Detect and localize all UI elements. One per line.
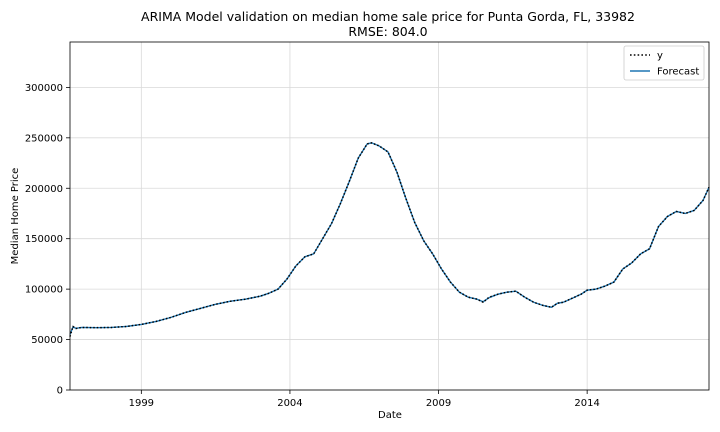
- y-tick-label: 300000: [25, 83, 63, 94]
- legend-label-y: y: [657, 51, 663, 62]
- chart-title: ARIMA Model validation on median home sa…: [141, 9, 635, 24]
- plot-area-frame: [69, 41, 710, 391]
- series-line-y: [69, 142, 710, 337]
- x-axis-ticks: 1999 2004 2009 2014: [129, 390, 600, 409]
- grid: [70, 42, 709, 391]
- x-tick-label: 1999: [129, 398, 154, 409]
- x-tick-label: 2014: [574, 398, 599, 409]
- y-tick-label: 250000: [25, 133, 63, 144]
- x-tick-label: 2004: [277, 398, 302, 409]
- legend-label-forecast: Forecast: [657, 67, 699, 78]
- y-axis-label: Median Home Price: [10, 168, 21, 265]
- y-tick-label: 150000: [25, 234, 63, 245]
- y-axis-ticks: 0 50000 100000 150000 200000 250000 300000: [25, 83, 70, 397]
- x-tick-label: 2009: [426, 398, 451, 409]
- y-tick-label: 200000: [25, 184, 63, 195]
- chart-subtitle: RMSE: 804.0: [348, 24, 427, 39]
- y-tick-label: 50000: [31, 335, 63, 346]
- y-tick-label: 100000: [25, 285, 63, 296]
- series-layer: [69, 142, 710, 337]
- y-tick-label: 0: [57, 386, 63, 397]
- legend: y Forecast: [623, 45, 705, 81]
- x-axis-label: Date: [378, 410, 402, 421]
